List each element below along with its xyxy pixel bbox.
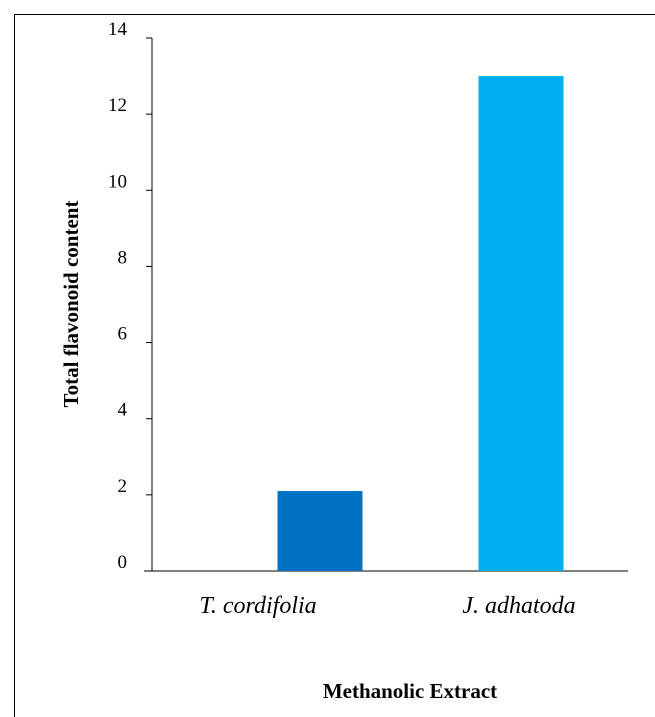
bar xyxy=(277,491,363,571)
x-category-labels: T. cordifolia J. adhatoda xyxy=(199,593,575,619)
y-tick-label: 0 xyxy=(118,552,128,573)
x-category-label: J. adhatoda xyxy=(462,593,575,619)
y-ticks: 0 2 4 6 8 10 12 14 xyxy=(108,19,152,573)
bar xyxy=(478,76,564,572)
x-axis-title: Methanolic Extract xyxy=(323,679,497,703)
y-tick-label: 4 xyxy=(118,400,128,421)
y-tick-label: 12 xyxy=(108,95,127,116)
chart-frame xyxy=(14,14,655,717)
y-tick-label: 8 xyxy=(118,247,128,268)
y-tick-label: 10 xyxy=(108,171,127,192)
y-tick-label: 2 xyxy=(118,476,128,497)
bars xyxy=(277,76,564,572)
x-category-label: T. cordifolia xyxy=(199,593,316,619)
y-axis-title: Total flavonoid content xyxy=(59,201,83,408)
y-tick-label: 14 xyxy=(108,19,128,40)
y-tick-label: 6 xyxy=(118,324,128,345)
